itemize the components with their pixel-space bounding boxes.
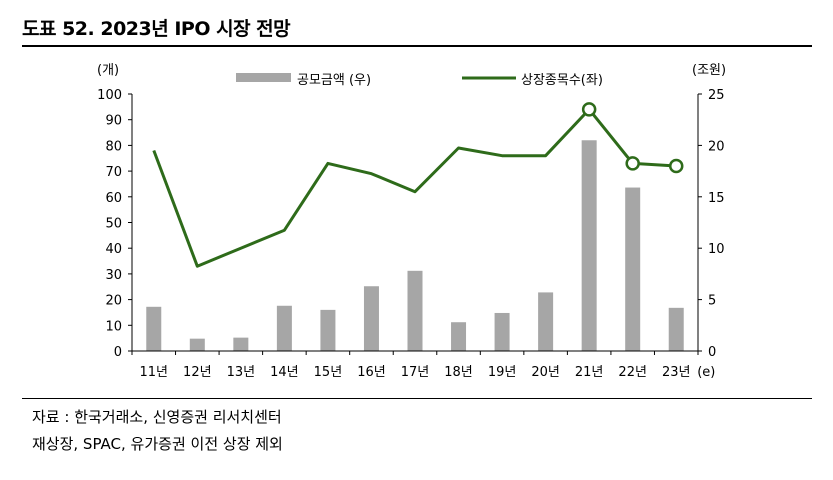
remark-note: 재상장, SPAC, 유가증권 이전 상장 제외 — [32, 435, 283, 453]
bar-series — [146, 140, 684, 351]
bar — [494, 312, 510, 351]
title-rule — [22, 45, 812, 47]
left-tick-label: 70 — [105, 165, 122, 180]
left-tick-label: 90 — [105, 114, 122, 129]
right-tick-label: 15 — [708, 191, 725, 206]
line-marker — [668, 158, 684, 174]
x-tick-label: 19년 — [488, 365, 517, 380]
line-series — [152, 107, 677, 268]
line-marker — [625, 156, 640, 171]
figure-title: 도표 52. 2023년 IPO 시장 전망 — [22, 18, 291, 40]
x-tick-label: 20년 — [531, 365, 560, 380]
left-tick-label: 10 — [105, 319, 122, 334]
x-tick-label: 14년 — [270, 365, 299, 380]
left-tick-label: 100 — [97, 88, 122, 103]
left-tick-label: 30 — [105, 268, 122, 283]
bar — [668, 307, 684, 351]
bar — [407, 270, 423, 351]
left-tick-label: 80 — [105, 139, 122, 154]
x-tick-label: 22년 — [618, 365, 647, 380]
legend-bar-label: 공모금액 (우) — [297, 73, 371, 88]
x-tick-label: 12년 — [183, 365, 212, 380]
chart: (개) (조원) 공모금액 (우) 상장종목수(좌) 0102030405060… — [97, 63, 726, 380]
bar — [146, 306, 162, 351]
x-tick-label: 13년 — [227, 365, 256, 380]
source-note: 자료 : 한국거래소, 신영증권 리서치센터 — [32, 408, 282, 426]
right-tick-label: 20 — [708, 139, 725, 154]
x-tick-label: 16년 — [357, 365, 386, 380]
bar — [581, 140, 597, 351]
bar — [538, 292, 554, 351]
x-axis-suffix: (e) — [697, 365, 715, 380]
bar — [189, 338, 205, 351]
left-tick-label: 40 — [105, 242, 122, 257]
x-axis-ticks: 11년 12년 13년 14년 15년 16년 17년 18년 19년 20년 21년 22년 23년 — [131, 351, 699, 380]
legend-line-label: 상장종목수(좌) — [521, 73, 603, 88]
x-tick-label: 18년 — [444, 365, 473, 380]
left-tick-label: 0 — [114, 345, 122, 360]
x-tick-label: 11년 — [140, 365, 169, 380]
right-axis-unit: (조원) — [692, 63, 726, 78]
bar — [625, 187, 641, 351]
left-tick-label: 50 — [105, 217, 122, 232]
bottom-rule — [22, 398, 812, 399]
x-tick-label: 15년 — [314, 365, 343, 380]
legend: 공모금액 (우) 상장종목수(좌) — [236, 73, 603, 88]
right-tick-label: 25 — [708, 88, 725, 103]
left-axis-unit: (개) — [97, 63, 119, 78]
left-axis-ticks: 0 10 20 30 40 50 60 70 80 90 100 — [97, 88, 132, 360]
x-tick-label: 23년 — [662, 365, 691, 380]
x-tick-label: 17년 — [401, 365, 430, 380]
bar — [363, 286, 379, 351]
right-axis-ticks: 0 5 10 15 20 25 — [698, 88, 725, 360]
x-tick-label: 21년 — [575, 365, 604, 380]
legend-bar-swatch — [236, 73, 291, 82]
left-tick-label: 20 — [105, 294, 122, 309]
right-tick-label: 0 — [708, 345, 716, 360]
right-tick-label: 10 — [708, 242, 725, 257]
right-tick-label: 5 — [708, 294, 716, 309]
left-tick-label: 60 — [105, 191, 122, 206]
bar — [320, 309, 336, 351]
line-marker — [581, 102, 597, 117]
bar — [451, 322, 467, 351]
line-markers — [581, 102, 684, 174]
bar — [233, 337, 249, 351]
bar — [276, 305, 292, 351]
